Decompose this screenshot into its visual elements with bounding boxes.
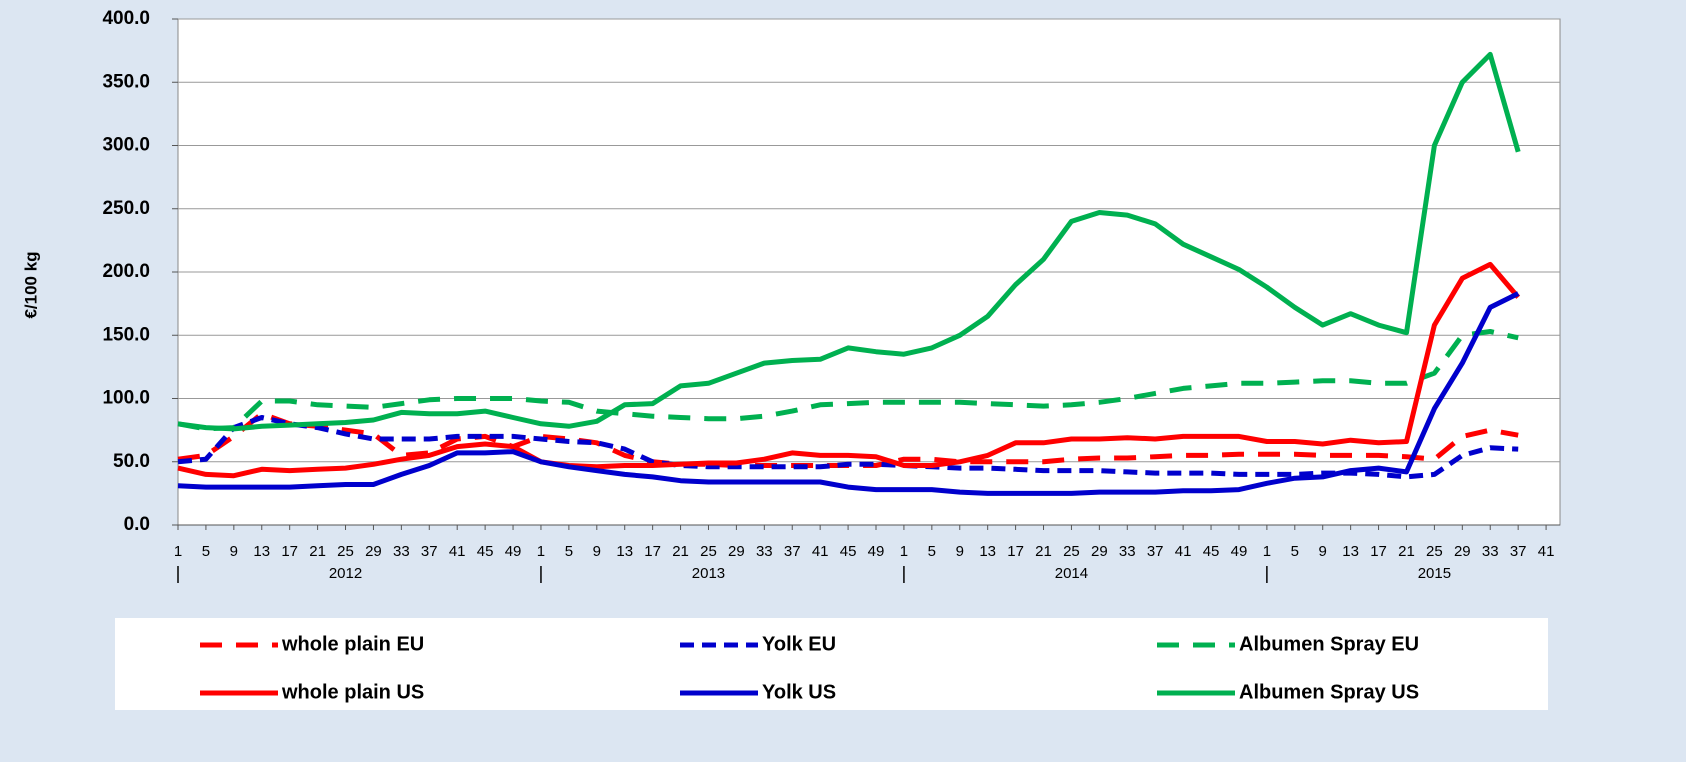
y-tick-label: 0.0 <box>124 514 150 535</box>
x-tick-label: 29 <box>365 543 382 560</box>
x-tick-label: 41 <box>1175 543 1192 560</box>
x-tick-label: 49 <box>505 543 522 560</box>
year-label: 2013 <box>692 565 725 582</box>
x-tick-label: 21 <box>1035 543 1052 560</box>
legend-box <box>115 618 1548 710</box>
x-tick-label: 29 <box>1091 543 1108 560</box>
x-tick-label: 29 <box>1454 543 1471 560</box>
x-tick-label: 9 <box>593 543 601 560</box>
x-tick-label: 45 <box>477 543 494 560</box>
x-tick-label: 9 <box>230 543 238 560</box>
x-tick-label: 33 <box>756 543 773 560</box>
x-tick-label: 5 <box>1291 543 1299 560</box>
x-tick-label: 33 <box>393 543 410 560</box>
x-tick-label: 13 <box>616 543 633 560</box>
x-tick-label: 25 <box>337 543 354 560</box>
series-line <box>177 291 1520 496</box>
y-tick-label: 300.0 <box>102 135 150 156</box>
x-tick-label: 1 <box>537 543 545 560</box>
y-tick-label: 400.0 <box>102 8 150 29</box>
x-tick-label: 37 <box>1147 543 1164 560</box>
legend-label: Yolk US <box>762 681 836 703</box>
y-tick-label: 200.0 <box>102 261 150 282</box>
x-tick-label: 49 <box>868 543 885 560</box>
legend-label: whole plain EU <box>281 633 424 655</box>
legend-label: whole plain US <box>281 681 424 703</box>
x-tick-label: 9 <box>1319 543 1327 560</box>
x-tick-label: 37 <box>784 543 801 560</box>
x-tick-label: 45 <box>1203 543 1220 560</box>
x-tick-label: 41 <box>812 543 829 560</box>
x-tick-label: 45 <box>840 543 857 560</box>
x-tick-label: 17 <box>644 543 661 560</box>
x-tick-label: 1 <box>174 543 182 560</box>
x-tick-label: 37 <box>1510 543 1527 560</box>
y-tick-label: 150.0 <box>102 324 150 345</box>
x-tick-label: 25 <box>1063 543 1080 560</box>
series-line <box>177 261 1521 479</box>
x-tick-label: 5 <box>202 543 210 560</box>
year-label: 2014 <box>1055 565 1088 582</box>
x-tick-label: 17 <box>1370 543 1387 560</box>
y-tick-label: 100.0 <box>102 388 150 409</box>
year-label: 2012 <box>329 565 362 582</box>
x-tick-label: 21 <box>672 543 689 560</box>
year-label: 2015 <box>1418 565 1451 582</box>
x-tick-label: 17 <box>1007 543 1024 560</box>
x-tick-label: 21 <box>309 543 326 560</box>
series-line <box>177 415 1519 480</box>
x-tick-label: 29 <box>728 543 745 560</box>
x-tick-label: 9 <box>956 543 964 560</box>
legend-label: Albumen Spray US <box>1239 681 1419 703</box>
x-tick-label: 17 <box>281 543 298 560</box>
x-tick-label: 5 <box>565 543 573 560</box>
series-line <box>177 51 1521 432</box>
x-tick-label: 1 <box>1263 543 1271 560</box>
x-tick-label: 13 <box>1342 543 1359 560</box>
x-tick-label: 25 <box>1426 543 1443 560</box>
x-tick-label: 1 <box>900 543 908 560</box>
x-tick-label: 21 <box>1398 543 1415 560</box>
series-line <box>177 329 1519 432</box>
x-tick-label: 25 <box>700 543 717 560</box>
x-tick-label: 33 <box>1119 543 1136 560</box>
legend-label: Yolk EU <box>762 633 836 655</box>
legend-label: Albumen Spray EU <box>1239 633 1419 655</box>
x-tick-label: 41 <box>1538 543 1555 560</box>
x-tick-label: 5 <box>928 543 936 560</box>
x-tick-label: 33 <box>1482 543 1499 560</box>
y-axis-label: €/100 kg <box>21 251 40 318</box>
x-tick-label: 49 <box>1231 543 1248 560</box>
x-tick-label: 13 <box>253 543 270 560</box>
y-tick-label: 350.0 <box>102 71 150 92</box>
x-tick-label: 37 <box>421 543 438 560</box>
y-tick-label: 50.0 <box>113 451 150 472</box>
y-tick-label: 250.0 <box>102 198 150 219</box>
x-tick-label: 13 <box>979 543 996 560</box>
x-tick-label: 41 <box>449 543 466 560</box>
